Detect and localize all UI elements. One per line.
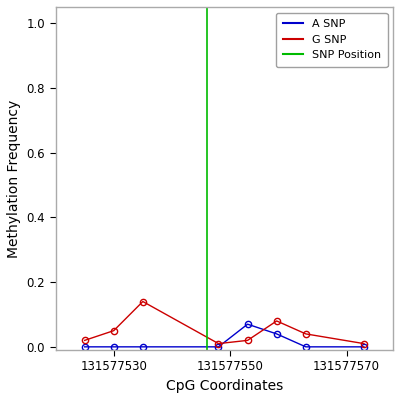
Y-axis label: Methylation Frequency: Methylation Frequency xyxy=(7,99,21,258)
X-axis label: CpG Coordinates: CpG Coordinates xyxy=(166,379,283,393)
Legend: A SNP, G SNP, SNP Position: A SNP, G SNP, SNP Position xyxy=(276,12,388,67)
